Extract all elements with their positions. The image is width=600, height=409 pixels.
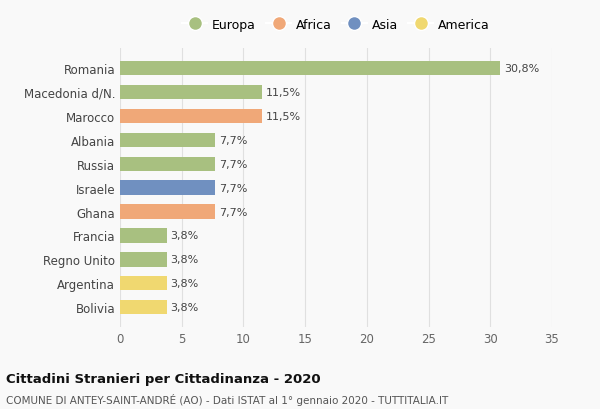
Text: 11,5%: 11,5%: [266, 88, 301, 98]
Bar: [120, 62, 500, 76]
Bar: [120, 110, 262, 124]
Text: 30,8%: 30,8%: [504, 64, 539, 74]
Bar: [120, 300, 167, 315]
Bar: [120, 276, 167, 291]
Text: Cittadini Stranieri per Cittadinanza - 2020: Cittadini Stranieri per Cittadinanza - 2…: [6, 372, 320, 385]
Text: 3,8%: 3,8%: [170, 255, 199, 265]
Bar: [120, 229, 167, 243]
Text: COMUNE DI ANTEY-SAINT-ANDRÉ (AO) - Dati ISTAT al 1° gennaio 2020 - TUTTITALIA.IT: COMUNE DI ANTEY-SAINT-ANDRÉ (AO) - Dati …: [6, 393, 448, 405]
Text: 11,5%: 11,5%: [266, 112, 301, 121]
Bar: [120, 205, 215, 219]
Bar: [120, 252, 167, 267]
Text: 7,7%: 7,7%: [219, 183, 247, 193]
Text: 3,8%: 3,8%: [170, 302, 199, 312]
Text: 7,7%: 7,7%: [219, 135, 247, 146]
Text: 7,7%: 7,7%: [219, 207, 247, 217]
Bar: [120, 133, 215, 148]
Bar: [120, 85, 262, 100]
Bar: [120, 157, 215, 171]
Text: 3,8%: 3,8%: [170, 231, 199, 241]
Bar: [120, 181, 215, 195]
Text: 3,8%: 3,8%: [170, 279, 199, 288]
Legend: Europa, Africa, Asia, America: Europa, Africa, Asia, America: [177, 13, 495, 36]
Text: 7,7%: 7,7%: [219, 159, 247, 169]
